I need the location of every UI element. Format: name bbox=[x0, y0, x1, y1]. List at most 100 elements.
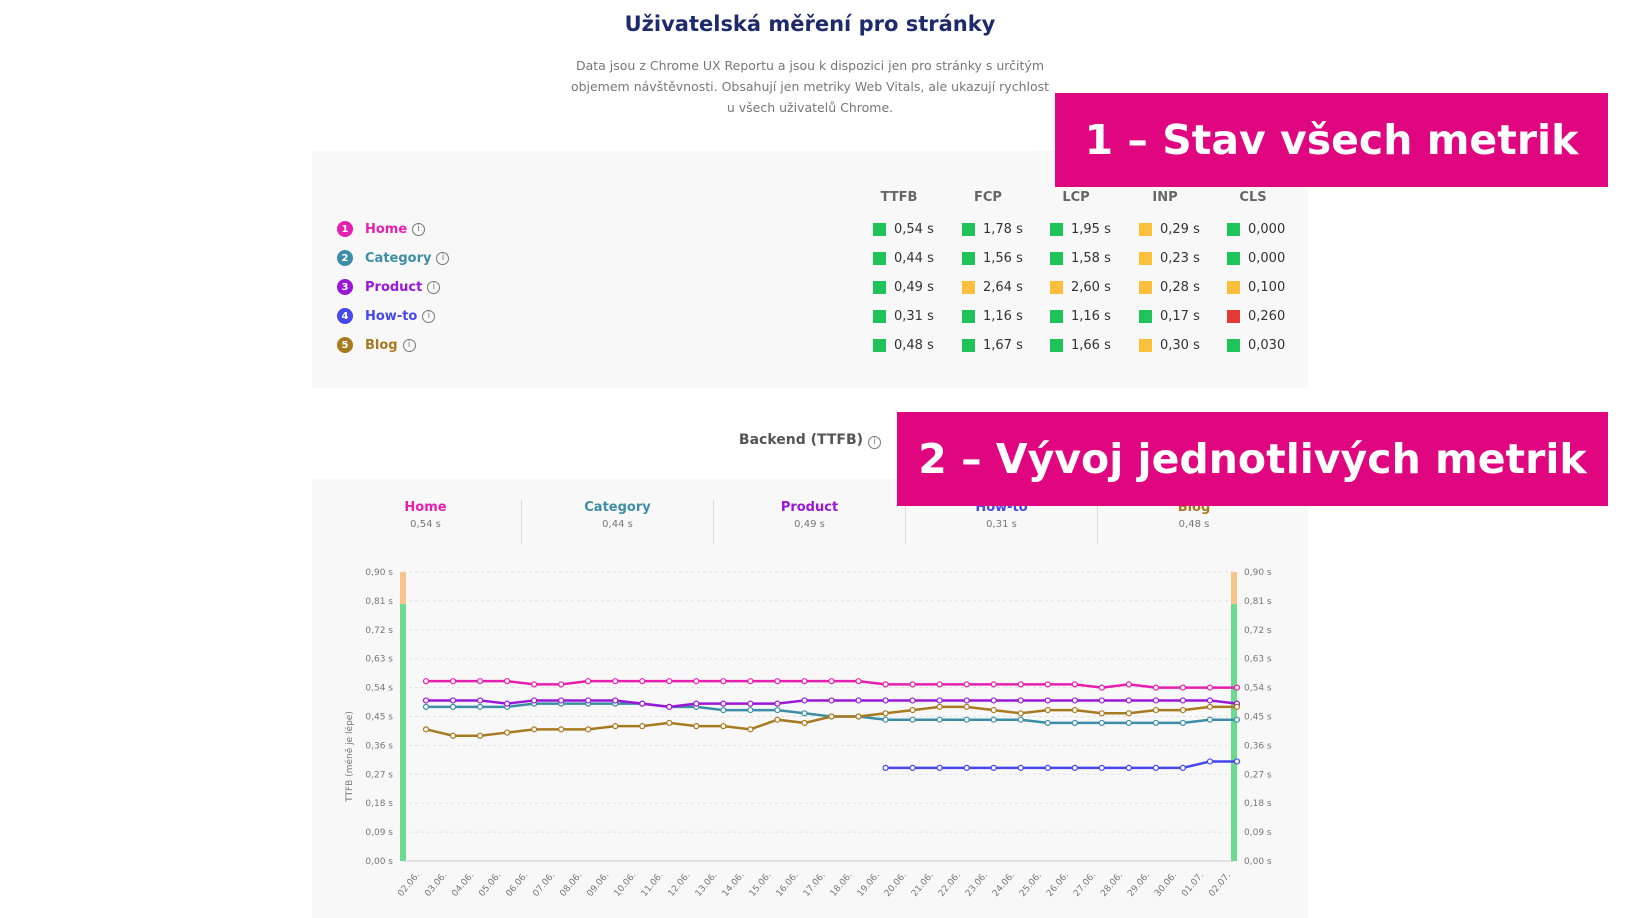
x-tick-label: 08.06. bbox=[558, 871, 584, 899]
data-point bbox=[1098, 719, 1105, 727]
metric-cell: 0,48 s bbox=[873, 335, 934, 355]
status-square-icon bbox=[873, 338, 886, 352]
column-header-lcp: LCP bbox=[1062, 190, 1090, 205]
data-point bbox=[774, 678, 781, 685]
trend-card-home[interactable]: Home 0,54 s bbox=[330, 500, 522, 544]
data-point bbox=[882, 681, 889, 688]
data-point bbox=[585, 697, 592, 704]
row-number-badge: 2 bbox=[337, 250, 353, 266]
page-link[interactable]: Category bbox=[365, 250, 432, 266]
series-line-how-to bbox=[885, 760, 1237, 770]
y-tick-label: 0,45 s bbox=[365, 713, 393, 723]
data-point bbox=[639, 723, 646, 730]
data-point bbox=[693, 723, 700, 730]
data-point bbox=[1233, 758, 1241, 765]
metric-cell: 2,64 s bbox=[962, 277, 1023, 297]
status-square-icon bbox=[873, 222, 886, 236]
trend-title: Backend (TTFB) i bbox=[0, 432, 1620, 449]
metric-cell: 1,95 s bbox=[1050, 219, 1111, 239]
y-tick-label: 0,36 s bbox=[365, 741, 393, 751]
data-point bbox=[1071, 697, 1078, 704]
data-point bbox=[504, 678, 511, 685]
info-icon[interactable]: i bbox=[868, 435, 882, 449]
y-tick-label-right: 0,00 s bbox=[1244, 857, 1272, 867]
page-row-blog[interactable]: 5 Blog i bbox=[337, 334, 416, 356]
x-tick-label: 24.06. bbox=[991, 871, 1017, 899]
info-icon[interactable]: i bbox=[402, 338, 416, 352]
data-point bbox=[558, 681, 565, 688]
metric-value: 1,56 s bbox=[983, 250, 1023, 266]
data-point bbox=[422, 697, 430, 704]
data-point bbox=[1206, 684, 1214, 691]
page-row-category[interactable]: 2 Category i bbox=[337, 247, 450, 269]
metric-cell: 2,60 s bbox=[1050, 277, 1111, 297]
metric-cell: 1,66 s bbox=[1050, 335, 1111, 355]
trend-card-blog[interactable]: Blog 0,48 s bbox=[1098, 500, 1290, 544]
metric-value: 1,95 s bbox=[1071, 221, 1111, 237]
page-row-home[interactable]: 1 Home i bbox=[337, 218, 426, 240]
data-point bbox=[693, 700, 700, 707]
data-point bbox=[504, 729, 511, 736]
threshold-bar-needs-improvement bbox=[400, 572, 406, 605]
threshold-bar-good bbox=[1231, 604, 1237, 861]
data-point bbox=[693, 678, 700, 685]
data-point bbox=[639, 678, 646, 685]
data-point bbox=[1098, 697, 1105, 704]
series-line-blog bbox=[425, 705, 1237, 738]
status-square-icon bbox=[1227, 338, 1240, 352]
row-number-badge: 3 bbox=[337, 279, 353, 295]
row-number-badge: 1 bbox=[337, 221, 353, 237]
info-icon[interactable]: i bbox=[412, 222, 426, 236]
info-icon[interactable]: i bbox=[436, 251, 450, 265]
metric-value: 1,78 s bbox=[983, 221, 1023, 237]
row-number-badge: 5 bbox=[337, 337, 353, 353]
data-point bbox=[1125, 719, 1132, 727]
info-icon[interactable]: i bbox=[422, 309, 436, 323]
status-square-icon bbox=[962, 338, 975, 352]
threshold-bar-good bbox=[400, 604, 406, 861]
page-link[interactable]: Home bbox=[365, 221, 408, 237]
data-point bbox=[1071, 706, 1078, 714]
x-tick-label: 03.06. bbox=[423, 871, 449, 899]
data-point bbox=[531, 681, 538, 688]
page-link[interactable]: How-to bbox=[365, 308, 418, 324]
metric-cell: 1,58 s bbox=[1050, 248, 1111, 268]
x-tick-label: 16.06. bbox=[775, 871, 801, 899]
data-point bbox=[612, 697, 619, 704]
y-tick-label-right: 0,27 s bbox=[1244, 770, 1272, 780]
data-point bbox=[1071, 681, 1078, 688]
data-point bbox=[504, 700, 511, 707]
status-square-icon bbox=[873, 280, 886, 294]
page-row-product[interactable]: 3 Product i bbox=[337, 276, 441, 298]
data-point bbox=[990, 697, 997, 704]
page-row-how-to[interactable]: 4 How-to i bbox=[337, 305, 436, 327]
status-square-icon bbox=[962, 251, 975, 265]
data-point bbox=[990, 681, 997, 688]
info-icon[interactable]: i bbox=[427, 280, 441, 294]
data-point bbox=[449, 678, 457, 685]
x-tick-label: 02.07. bbox=[1207, 871, 1233, 899]
metric-value: 0,030 bbox=[1248, 337, 1286, 353]
data-point bbox=[1179, 764, 1187, 771]
trend-card-product[interactable]: Product 0,49 s bbox=[714, 500, 906, 544]
metric-value: 2,60 s bbox=[1071, 279, 1111, 295]
metric-cell: 0,54 s bbox=[873, 219, 934, 239]
metric-value: 0,31 s bbox=[894, 308, 934, 324]
data-point bbox=[1233, 716, 1241, 723]
data-point bbox=[1152, 697, 1160, 704]
data-point bbox=[422, 678, 430, 685]
trend-card-how-to[interactable]: How-to 0,31 s bbox=[906, 500, 1098, 544]
metric-value: 0,49 s bbox=[894, 279, 934, 295]
page-link[interactable]: Blog bbox=[365, 337, 398, 353]
status-square-icon bbox=[962, 222, 975, 236]
data-point bbox=[1179, 697, 1187, 704]
data-point bbox=[1017, 710, 1024, 717]
metric-value: 0,23 s bbox=[1160, 250, 1200, 266]
page-link[interactable]: Product bbox=[365, 279, 423, 295]
callout-trend: 2 – Vývoj jednotlivých metrik bbox=[897, 412, 1608, 506]
status-square-icon bbox=[1050, 251, 1063, 265]
trend-card-category[interactable]: Category 0,44 s bbox=[522, 500, 714, 544]
data-point bbox=[1098, 764, 1105, 771]
data-point bbox=[936, 716, 943, 723]
metric-value: 0,29 s bbox=[1160, 221, 1200, 237]
